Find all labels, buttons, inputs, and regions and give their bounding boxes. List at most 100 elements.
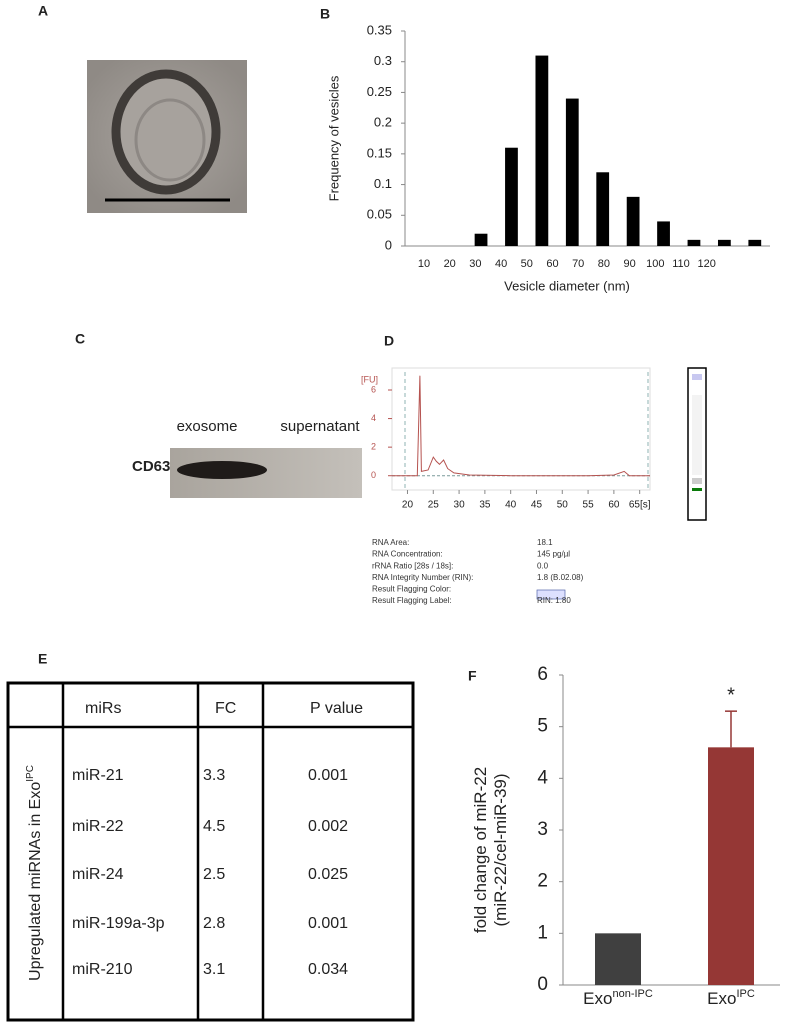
table-header: P value <box>310 700 363 717</box>
bar <box>535 55 549 247</box>
y-tick-label: 5 <box>537 716 548 737</box>
x-tick-label: 20 <box>402 500 414 511</box>
x-axis-label: Vesicle diameter (nm) <box>504 278 630 293</box>
y-tick-label: 2 <box>537 871 548 892</box>
category-base: Exo <box>707 989 736 1008</box>
table-cell: 3.3 <box>203 767 225 784</box>
lane-label: exosome <box>177 418 238 435</box>
bio-label: rRNA Ratio [28s / 18s]: <box>372 561 453 570</box>
x-tick-label: 40 <box>505 500 517 511</box>
panel-label: F <box>468 668 477 684</box>
category-sup: IPC <box>736 988 754 1000</box>
bio-label: RNA Integrity Number (RIN): <box>372 573 473 582</box>
panel-label: B <box>320 6 330 22</box>
x-tick-label: 65[s] <box>629 500 651 511</box>
bar <box>717 239 731 246</box>
marker-label: CD63 <box>132 458 170 475</box>
bio-value: 18.1 <box>537 538 553 547</box>
y-tick-label: 1 <box>537 922 548 943</box>
x-tick-label: 30 <box>454 500 466 511</box>
x-tick-label: 60 <box>608 500 620 511</box>
lane-label: supernatant <box>280 418 360 435</box>
bio-value: 0.0 <box>537 561 549 570</box>
x-tick-label: 10 <box>418 258 430 270</box>
bio-value: RIN: 1.80 <box>537 596 571 605</box>
vesicle <box>111 69 221 195</box>
y-label-line: fold change of miR-22 <box>471 767 490 933</box>
panel-label: E <box>38 651 47 667</box>
gel-smear <box>692 395 702 475</box>
y-tick-label: 0.25 <box>367 84 392 99</box>
table-header: FC <box>215 700 236 717</box>
x-tick-label: 110 <box>672 258 690 270</box>
bar <box>687 239 701 246</box>
bar <box>596 172 610 246</box>
trace <box>392 375 650 477</box>
y-tick-label: 4 <box>371 413 376 423</box>
trace-frame <box>391 367 651 491</box>
y-tick-label: 4 <box>537 767 548 788</box>
y-axis-label: fold change of miR-22(miR-22/cel-miR-39) <box>471 767 510 933</box>
panel-label: C <box>75 331 85 347</box>
table-frame <box>6 681 415 1022</box>
bar <box>474 233 488 246</box>
y-tick-label: 0 <box>537 974 548 995</box>
panel-label: A <box>38 3 48 19</box>
table-cell: 0.001 <box>308 915 348 932</box>
y-axis-label: Frequency of vesicles <box>326 75 341 201</box>
group-text: Upregulated miRNAs in Exo <box>27 782 44 981</box>
vesicle-inner <box>134 98 206 182</box>
bio-value: 145 pg/µl <box>537 550 570 559</box>
x-tick-label: 90 <box>623 258 635 270</box>
table-cell: miR-210 <box>72 961 133 978</box>
table-cell: 0.025 <box>308 866 348 883</box>
table-cell: 0.002 <box>308 818 348 835</box>
y-tick-label: 0.05 <box>367 207 392 222</box>
panel-label: D <box>384 333 394 349</box>
x-tick-label: 100 <box>646 258 664 270</box>
y-tick-label: 0.1 <box>374 176 392 191</box>
x-tick-label: 120 <box>698 258 716 270</box>
gel-band <box>692 478 702 484</box>
y-tick-label: 6 <box>537 664 548 685</box>
bio-label: Result Flagging Color: <box>372 585 451 594</box>
category-base: Exo <box>583 989 612 1008</box>
x-tick-label: 25 <box>428 500 440 511</box>
x-tick-label: Exonon-IPC <box>583 988 653 1009</box>
y-label-line: (miR-22/cel-miR-39) <box>491 773 510 926</box>
annotation: * <box>727 684 735 706</box>
y-tick-label: 0 <box>385 237 392 252</box>
y-tick-label: 0.35 <box>367 22 392 37</box>
x-tick-label: 80 <box>598 258 610 270</box>
group-label: Upregulated miRNAs in ExoIPC <box>25 765 45 981</box>
blot-band <box>177 461 267 479</box>
x-tick-label: ExoIPC <box>707 988 755 1009</box>
category-sup: non-IPC <box>612 988 652 1000</box>
x-tick-label: 40 <box>495 258 507 270</box>
group-sup: IPC <box>25 765 36 782</box>
table-cell: 3.1 <box>203 961 225 978</box>
table-cell: 4.5 <box>203 818 225 835</box>
x-tick-label: 70 <box>572 258 584 270</box>
x-tick-label: 30 <box>469 258 481 270</box>
table-cell: miR-22 <box>72 818 124 835</box>
bar <box>595 933 641 985</box>
y-tick-label: 3 <box>537 819 548 840</box>
y-tick-label: 0 <box>371 470 376 480</box>
x-tick-label: 45 <box>531 500 543 511</box>
bar <box>505 147 518 246</box>
bar <box>657 221 670 246</box>
table-cell: 2.8 <box>203 915 225 932</box>
y-axis-label: [FU] <box>361 374 378 384</box>
x-tick-label: 20 <box>444 258 456 270</box>
table-cell: 0.034 <box>308 961 348 978</box>
bar <box>565 98 579 246</box>
table-cell: 0.001 <box>308 767 348 784</box>
table-header: miRs <box>85 700 121 717</box>
bio-value: 1.8 (B.02.08) <box>537 573 584 582</box>
bar <box>748 239 762 246</box>
bio-label: RNA Concentration: <box>372 550 443 559</box>
bio-label: Result Flagging Label: <box>372 596 452 605</box>
table-cell: miR-21 <box>72 767 124 784</box>
